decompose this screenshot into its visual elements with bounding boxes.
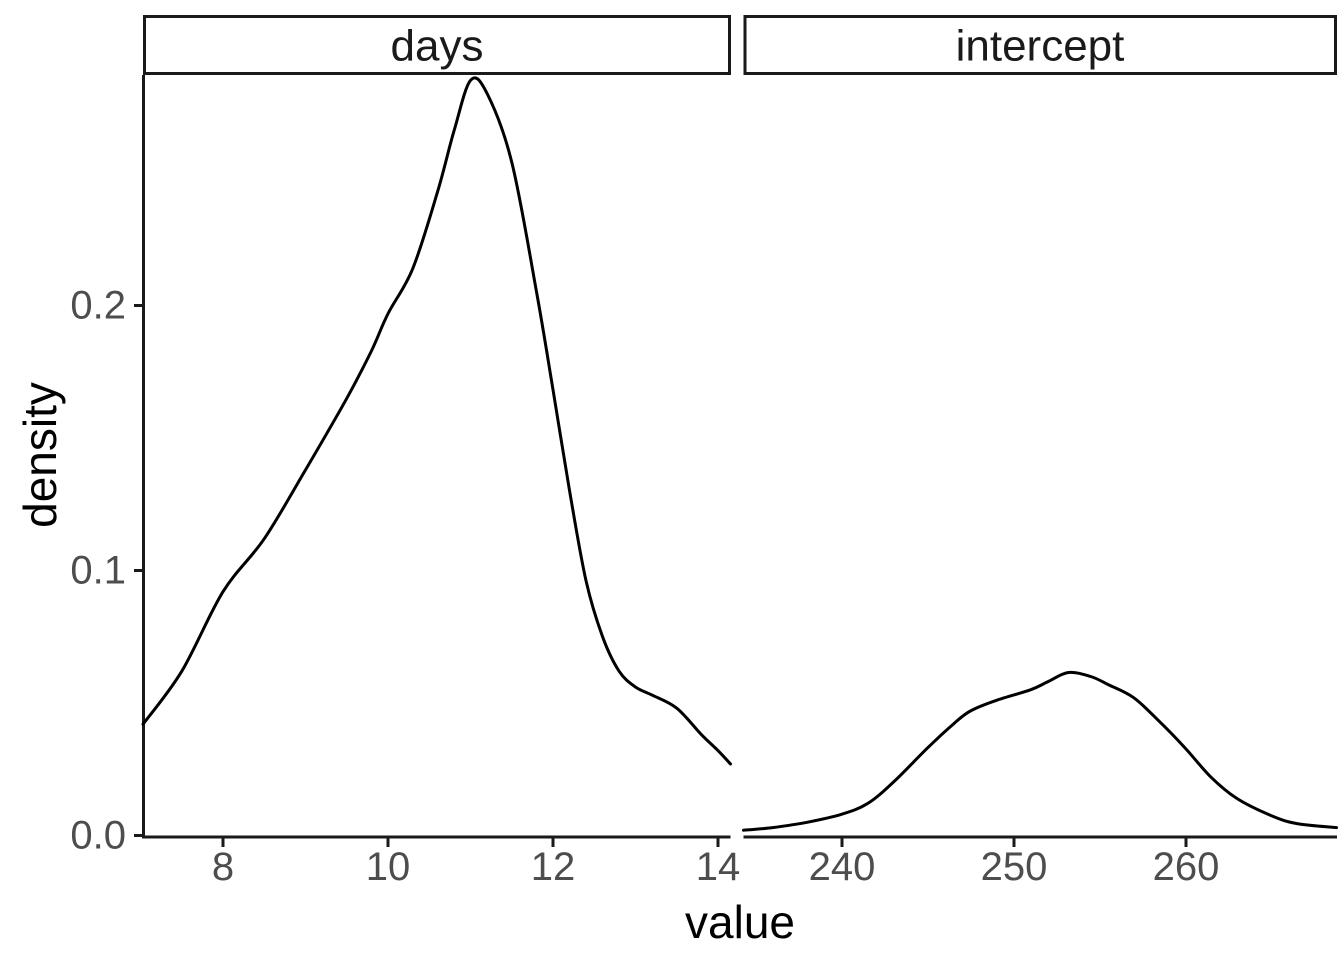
x-tick-label-intercept-250: 250 xyxy=(981,845,1048,889)
y-tick-label-0.0: 0.0 xyxy=(70,814,126,858)
facet-strip-days: days xyxy=(143,15,731,75)
x-axis-title: value xyxy=(685,896,795,948)
facet-strip-days-box xyxy=(143,15,731,75)
y-axis-title: density xyxy=(14,382,66,528)
facet-strip-intercept-label: intercept xyxy=(956,22,1125,71)
facet-strip-intercept: intercept xyxy=(743,15,1337,75)
facet-strip-intercept-box xyxy=(743,15,1337,75)
facet-strip-days-label: days xyxy=(391,22,484,71)
density-curve-intercept xyxy=(742,670,1338,832)
x-tick-label-days-14: 14 xyxy=(696,845,741,889)
y-tick-label-0.1: 0.1 xyxy=(70,549,126,593)
x-tick-label-days-10: 10 xyxy=(366,845,411,889)
x-tick-label-intercept-240: 240 xyxy=(809,845,876,889)
x-tick-label-days-12: 12 xyxy=(531,845,576,889)
x-tick-label-intercept-260: 260 xyxy=(1153,845,1220,889)
density-curve-days xyxy=(141,76,732,766)
y-tick-label-0.2: 0.2 xyxy=(70,284,126,328)
x-tick-label-days-8: 8 xyxy=(212,845,234,889)
